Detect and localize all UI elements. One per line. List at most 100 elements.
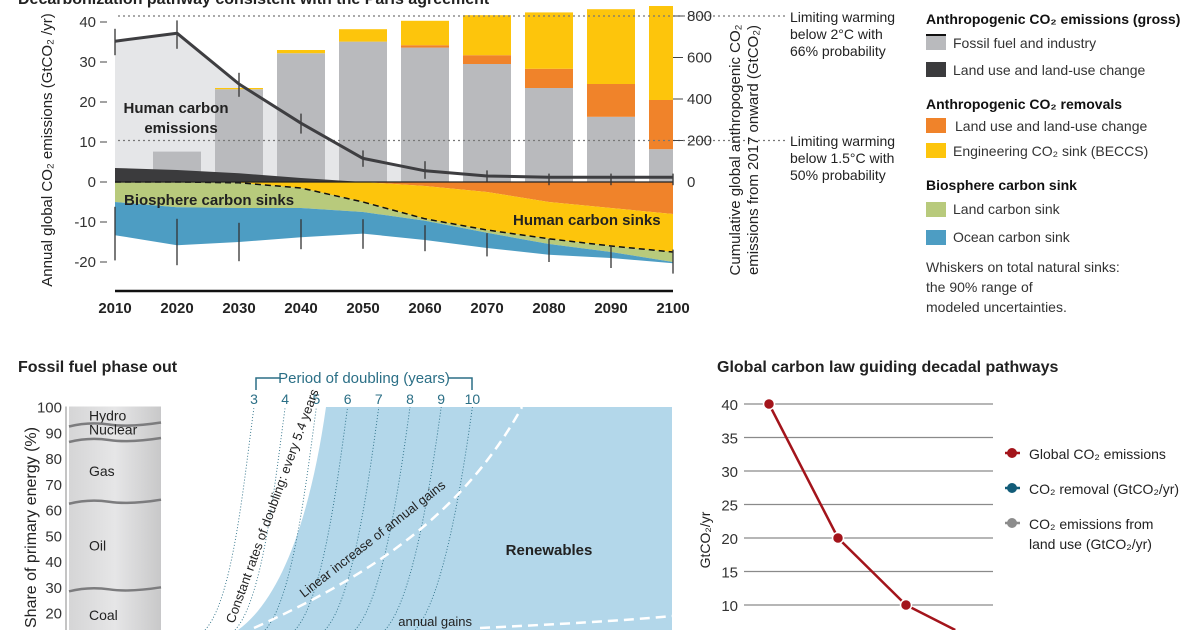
- bar-beccs-2090: [587, 9, 635, 85]
- x-tick-label: 2050: [346, 300, 379, 317]
- bar-beccs-2100: [649, 6, 673, 100]
- x-tick-label: 2090: [594, 300, 627, 317]
- fossil-chart-title: Fossil fuel phase out: [18, 359, 178, 376]
- doubling-curve-5: [264, 406, 317, 630]
- doubling-label-10: 10: [465, 391, 481, 407]
- legend-dot-marker: [1007, 483, 1017, 493]
- point-global-emissions: [899, 598, 913, 612]
- doubling-curve-7: [324, 406, 380, 630]
- annotation-2c-line1: Limiting warming: [790, 9, 895, 25]
- annotation-15c-line2: below 1.5°C with: [790, 150, 894, 166]
- renewables-area: [238, 407, 672, 630]
- legend-land-use: Land use and land-use change: [953, 62, 1145, 78]
- line-fossil-fuel-emissions: [114, 31, 673, 179]
- legend-dot-marker: [1007, 448, 1017, 458]
- stack-label-oil: Oil: [89, 538, 106, 554]
- doubling-curve-8: [354, 406, 411, 630]
- annotation-15c-line1: Limiting warming: [790, 133, 895, 149]
- legend-label: land use (GtCO₂/yr): [1029, 536, 1152, 552]
- legend-swatch-land-use: [926, 62, 946, 77]
- stack-boundary: [68, 436, 162, 444]
- y-tick-label: -20: [74, 254, 96, 271]
- bar-land-use-removal-2070: [463, 55, 511, 64]
- top-y2-axis: 800 600 400 200 0: [673, 8, 712, 191]
- stack-label-hydro: Hydro: [89, 408, 127, 424]
- annotation-2c: Limiting warming below 2°C with 66% prob…: [790, 9, 895, 59]
- x-tick-label: 2070: [470, 300, 503, 317]
- label-human-emissions-2: emissions: [144, 120, 217, 137]
- top-chart-title: Decarbonization pathway consistent with …: [18, 0, 490, 8]
- y-tick-label: 30: [721, 464, 738, 481]
- area-land-sink: [115, 182, 673, 262]
- legend-removals-header: Anthropogenic CO₂ removals: [926, 96, 1122, 112]
- bar-land-use-removal-2060: [401, 45, 449, 48]
- y2-tick-label: 400: [687, 91, 712, 108]
- area-land-use-removal: [115, 182, 673, 214]
- doubling-label-6: 6: [344, 391, 352, 407]
- legend-note-1: Whiskers on total natural sinks:: [926, 259, 1120, 275]
- y-tick-label: 40: [721, 397, 738, 414]
- legend-emissions-header: Anthropogenic CO₂ emissions (gross): [926, 11, 1180, 27]
- bar-beccs-2050: [339, 29, 387, 42]
- y-tick-label: 15: [721, 565, 738, 582]
- x-tick-label: 2060: [408, 300, 441, 317]
- annotation-15c: Limiting warming below 1.5°C with 50% pr…: [790, 133, 895, 183]
- doubling-label-4: 4: [281, 391, 289, 407]
- legend-label: CO₂ emissions from: [1029, 516, 1153, 532]
- doubling-label-7: 7: [375, 391, 383, 407]
- x-tick-label: 2040: [284, 300, 317, 317]
- top-y2-axis-title-line1: Cumulative global anthropogenic CO₂: [727, 24, 744, 275]
- annotation-annual-gains: annual gains: [398, 614, 472, 629]
- bar-fossil-2060: [401, 47, 449, 182]
- y2-tick-label: 0: [687, 174, 695, 191]
- doubling-label-5: 5: [313, 391, 321, 407]
- doubling-curve-4: [234, 406, 286, 630]
- bar-beccs-2070: [463, 15, 511, 56]
- annotation-2c-line3: 66% probability: [790, 43, 886, 59]
- bar-fossil-2080: [525, 88, 573, 182]
- legend-swatch-ocean-sink: [926, 230, 946, 245]
- legend-beccs: Engineering CO₂ sink (BECCS): [953, 143, 1148, 159]
- bar-beccs-2060: [401, 20, 449, 46]
- y-tick-label: 90: [45, 425, 62, 442]
- top-y2-axis-title-line2: emissions from 2017 onward (GtCO₂): [745, 25, 762, 275]
- y2-tick-label: 600: [687, 50, 712, 67]
- point-global-emissions: [762, 397, 776, 411]
- legend-swatch-beccs: [926, 143, 946, 158]
- legend-removal-land-use: Land use and land-use change: [955, 118, 1147, 134]
- legend-ocean-sink: Ocean carbon sink: [953, 229, 1071, 245]
- legend-swatch-fossil: [926, 35, 946, 50]
- doubling-label-3: 3: [250, 391, 258, 407]
- emissions-background-area: [115, 33, 425, 183]
- bar-land-use-removal-2090: [587, 84, 635, 117]
- annotation-2c-line2: below 2°C with: [790, 26, 883, 42]
- top-y-axis-title: Annual global CO₂ emissions (GtCO₂ /yr): [39, 13, 56, 286]
- x-tick-label: 2010: [98, 300, 131, 317]
- doubling-curve-10: [414, 406, 473, 630]
- y-tick-label: 0: [88, 174, 96, 191]
- top-legend: Anthropogenic CO₂ emissions (gross) Foss…: [926, 11, 1180, 315]
- stack-boundary: [68, 586, 162, 593]
- stack-label-nuclear: Nuclear: [89, 422, 138, 438]
- stack-label-coal: Coal: [89, 607, 118, 623]
- stack-boundary: [68, 498, 162, 505]
- doubling-curve-3: [204, 406, 255, 630]
- doubling-bracket: [255, 377, 473, 390]
- y-tick-label: 20: [45, 606, 62, 623]
- label-human-emissions-1: Human carbon: [123, 100, 228, 117]
- top-y-axis: 40 30 20 10 0 -10 -20: [74, 14, 107, 271]
- legend-label: Global CO₂ emissions: [1029, 446, 1166, 462]
- y-tick-label: 20: [79, 94, 96, 111]
- label-biosphere-sinks: Biosphere carbon sinks: [124, 192, 294, 209]
- legend-label: CO₂ removal (GtCO₂/yr): [1029, 481, 1179, 497]
- x-tick-label: 2100: [656, 300, 689, 317]
- legend-biosphere-header: Biosphere carbon sink: [926, 177, 1077, 193]
- y2-tick-label: 800: [687, 8, 712, 25]
- stack-gas: [69, 439, 161, 502]
- stack-hydro: [69, 406, 161, 425]
- doubling-curve-6: [294, 406, 349, 630]
- area-land-use-emission: [115, 168, 673, 182]
- stack-boundary: [68, 421, 162, 428]
